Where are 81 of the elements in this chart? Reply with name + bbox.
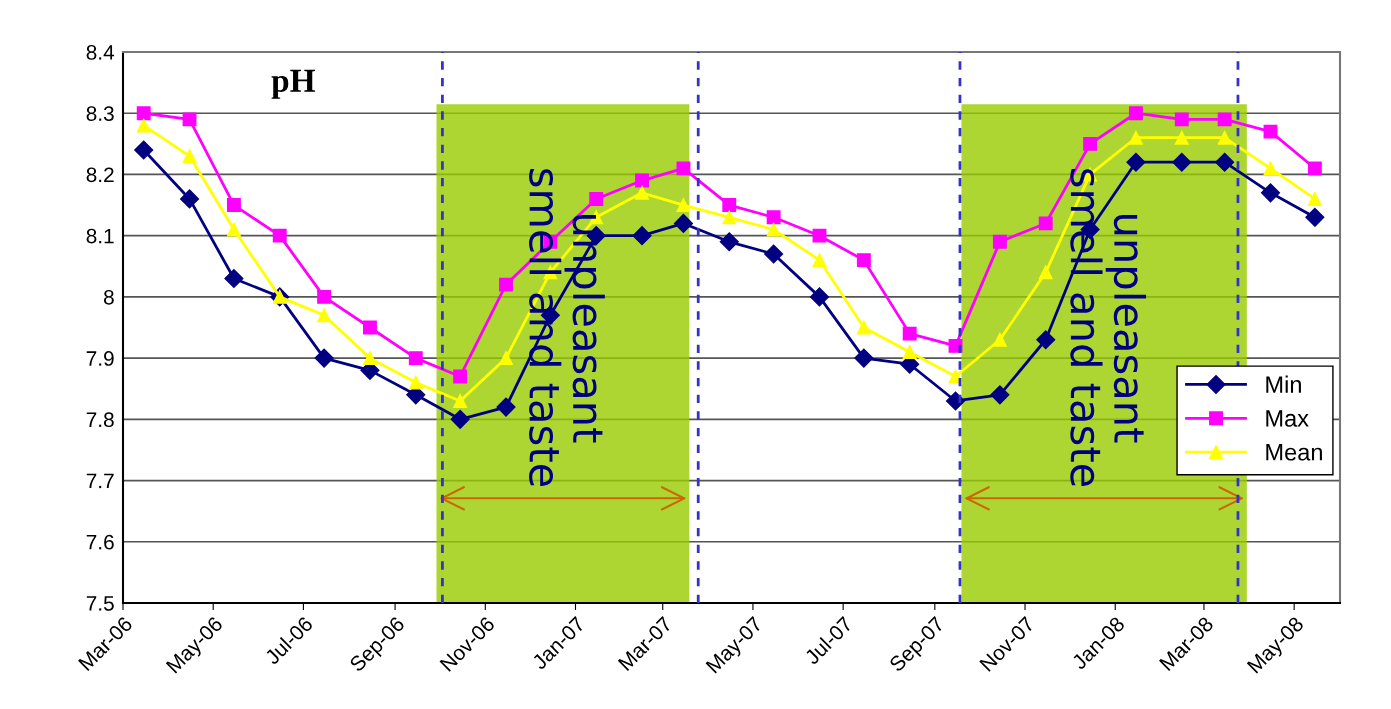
y-tick-label: 8.4 (86, 45, 115, 60)
point (1215, 152, 1235, 172)
point (635, 173, 649, 188)
point (1128, 130, 1143, 145)
point (408, 375, 423, 390)
point (363, 320, 377, 335)
point (945, 391, 966, 411)
y-tick-label: 7.9 (86, 351, 114, 366)
point (676, 198, 691, 213)
point (1083, 136, 1098, 151)
chart-title: pH (271, 69, 316, 99)
point (1126, 152, 1146, 172)
point (182, 149, 197, 164)
point (226, 198, 241, 213)
point (635, 185, 649, 200)
y-tick-label: 7.8 (86, 412, 114, 428)
point (764, 244, 784, 264)
point (408, 351, 423, 366)
point (719, 232, 739, 252)
y-tick-label: 8 (103, 289, 114, 305)
y-tick-label: 8.2 (86, 167, 114, 183)
point (134, 140, 154, 160)
point (272, 228, 287, 243)
point (766, 222, 781, 237)
y-tick-label: 7.7 (86, 473, 114, 489)
point (632, 226, 652, 246)
point (1174, 130, 1189, 145)
point (317, 289, 332, 304)
point (1307, 161, 1322, 176)
point (589, 191, 604, 206)
point (1260, 183, 1281, 203)
point (499, 277, 513, 292)
point (992, 234, 1007, 249)
point (902, 326, 917, 341)
point (676, 161, 691, 176)
point (1172, 152, 1192, 172)
point (1174, 112, 1189, 127)
point (136, 118, 151, 133)
point (496, 397, 516, 417)
point (453, 369, 468, 384)
point (1036, 330, 1056, 350)
point (363, 351, 377, 366)
legend-label: Max (1266, 410, 1309, 427)
point (1217, 112, 1232, 127)
point (182, 112, 197, 127)
point (812, 253, 827, 268)
point (992, 332, 1007, 347)
point (1038, 265, 1053, 280)
point (766, 210, 781, 225)
y-tick-label: 7.5 (86, 596, 114, 611)
point (1305, 207, 1325, 227)
point (812, 228, 827, 243)
point (314, 348, 334, 368)
point (224, 268, 244, 289)
point (1307, 191, 1322, 206)
point (499, 351, 513, 366)
point (1217, 130, 1232, 145)
point (809, 287, 830, 307)
point (226, 222, 241, 237)
y-tick-label: 8.1 (86, 228, 114, 244)
point (856, 320, 871, 335)
point (453, 394, 468, 408)
point (856, 253, 871, 268)
point (1038, 216, 1053, 231)
point (990, 385, 1010, 405)
point (450, 409, 470, 429)
legend-label: Min (1266, 375, 1301, 393)
point (722, 198, 737, 213)
point (1263, 161, 1278, 176)
point (180, 189, 200, 209)
point (902, 345, 917, 359)
point (1263, 124, 1278, 139)
point (673, 213, 693, 233)
legend-label: Mean (1266, 444, 1322, 461)
point (1128, 106, 1143, 121)
point (317, 308, 332, 323)
point (722, 210, 737, 225)
y-tick-label: 8.3 (86, 106, 114, 121)
point (854, 348, 874, 368)
point (136, 106, 151, 121)
y-tick-label: 7.6 (86, 534, 114, 550)
